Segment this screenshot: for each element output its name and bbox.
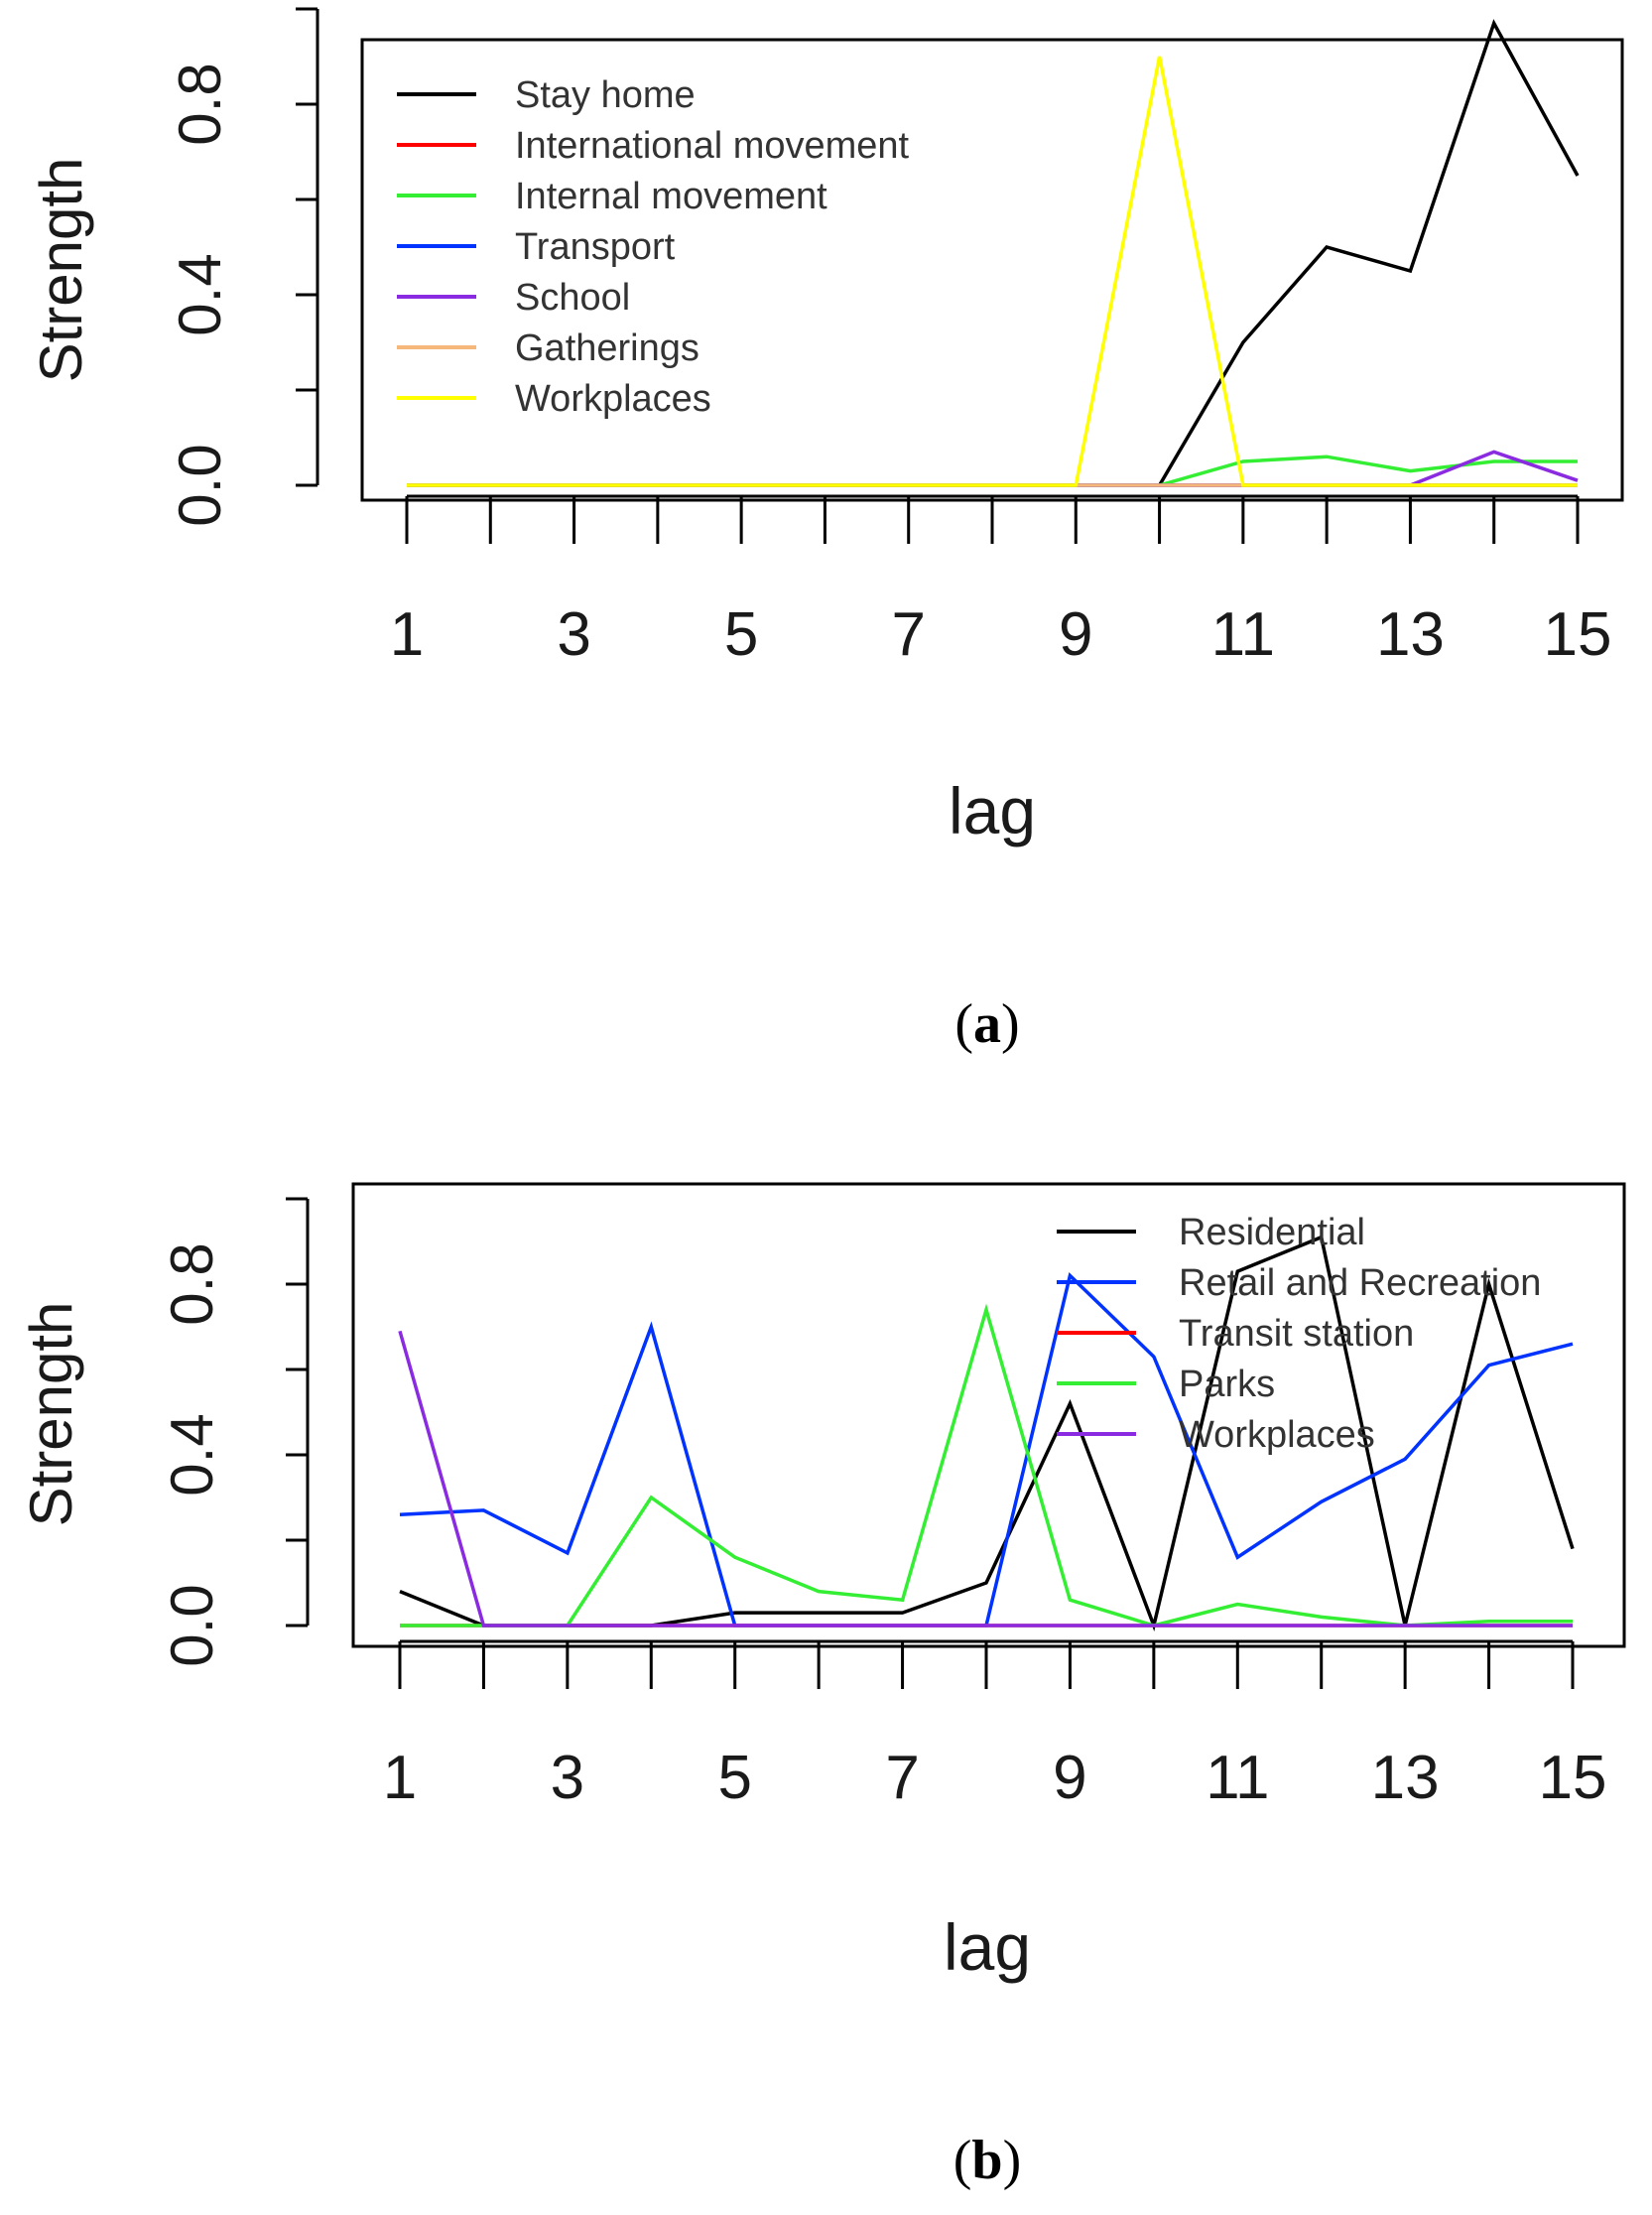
legend-label: Parks bbox=[1179, 1364, 1275, 1405]
x-axis-label: lag bbox=[949, 774, 1036, 847]
legend-label: Transport bbox=[515, 226, 676, 268]
y-axis: 0.0 0.4 0.8 bbox=[167, 7, 319, 527]
x-tick-label: 7 bbox=[891, 600, 925, 669]
series-line-workplaces bbox=[398, 1330, 1573, 1628]
x-tick-label: 9 bbox=[1053, 1744, 1086, 1812]
plot-frame bbox=[351, 1182, 1626, 1648]
x-tick-label: 11 bbox=[1211, 600, 1275, 669]
legend-label: Gatherings bbox=[515, 327, 699, 369]
series-lines bbox=[398, 1235, 1575, 1631]
legend: Residential Retail and Recreation Transit … bbox=[1057, 1212, 1541, 1456]
legend-label: Workplaces bbox=[1179, 1414, 1375, 1456]
y-tick-label: 0.0 bbox=[159, 1584, 225, 1666]
x-tick-label: 1 bbox=[390, 600, 424, 669]
x-tick-label: 9 bbox=[1059, 600, 1092, 669]
chart-panel-b: 0.00.40.8 1 3 5 7 9 11 13 15 ResidentialRetail … bbox=[18, 1182, 1626, 2191]
x-tick-label: 11 bbox=[1206, 1744, 1269, 1812]
legend-label: Stay home bbox=[515, 74, 696, 116]
x-tick-label: 15 bbox=[1544, 600, 1612, 669]
y-tick-label: 0.8 bbox=[167, 63, 233, 145]
x-tick-label: 3 bbox=[551, 1744, 584, 1812]
legend-label: Retail and Recreation bbox=[1179, 1262, 1541, 1304]
y-tick-label: 0.8 bbox=[159, 1242, 225, 1325]
x-tick-label: 5 bbox=[724, 600, 758, 669]
legend-label: School bbox=[515, 277, 630, 319]
y-axis-label: Strength bbox=[28, 158, 94, 383]
x-tick-label: 13 bbox=[1371, 1744, 1440, 1812]
y-tick-label: 0.4 bbox=[167, 253, 233, 335]
figure-caption: (b) bbox=[953, 2130, 1021, 2191]
figure-caption: (a) bbox=[954, 993, 1019, 1055]
legend-label: Transit station bbox=[1179, 1313, 1414, 1355]
chart-panel-a: 0.00.40.8 1 3 5 7 9 11 13 15 Stay homeInternati… bbox=[28, 7, 1624, 1055]
series-line-workplaces bbox=[407, 56, 1578, 487]
caption-letter: b bbox=[971, 2130, 1002, 2191]
legend-label: Residential bbox=[1179, 1212, 1365, 1253]
legend-label: International movement bbox=[515, 125, 910, 167]
x-tick-label: 13 bbox=[1376, 600, 1445, 669]
caption-letter: a bbox=[973, 993, 1001, 1055]
x-tick-label: 7 bbox=[885, 1744, 919, 1812]
y-axis: 0.0 0.4 0.8 bbox=[159, 1197, 310, 1667]
legend-label: Internal movement bbox=[515, 176, 827, 217]
x-axis: 1 3 5 7 9 11 13 15 bbox=[390, 494, 1612, 669]
y-axis-label: Strength bbox=[18, 1302, 84, 1527]
series-lines bbox=[407, 19, 1580, 487]
legend: Stay home International movement Internal … bbox=[397, 74, 910, 420]
x-tick-label: 3 bbox=[557, 600, 590, 669]
series-line-internal-movement bbox=[407, 455, 1578, 487]
y-tick-label: 0.4 bbox=[159, 1413, 225, 1496]
y-tick-label: 0.0 bbox=[167, 444, 233, 526]
x-axis-label: lag bbox=[944, 1910, 1031, 1984]
x-tick-label: 5 bbox=[717, 1744, 751, 1812]
series-line-parks bbox=[400, 1303, 1573, 1628]
legend-label: Workplaces bbox=[515, 378, 711, 420]
x-tick-label: 1 bbox=[383, 1744, 417, 1812]
x-tick-label: 15 bbox=[1539, 1744, 1607, 1812]
x-axis: 1 3 5 7 9 11 13 15 bbox=[383, 1639, 1607, 1812]
